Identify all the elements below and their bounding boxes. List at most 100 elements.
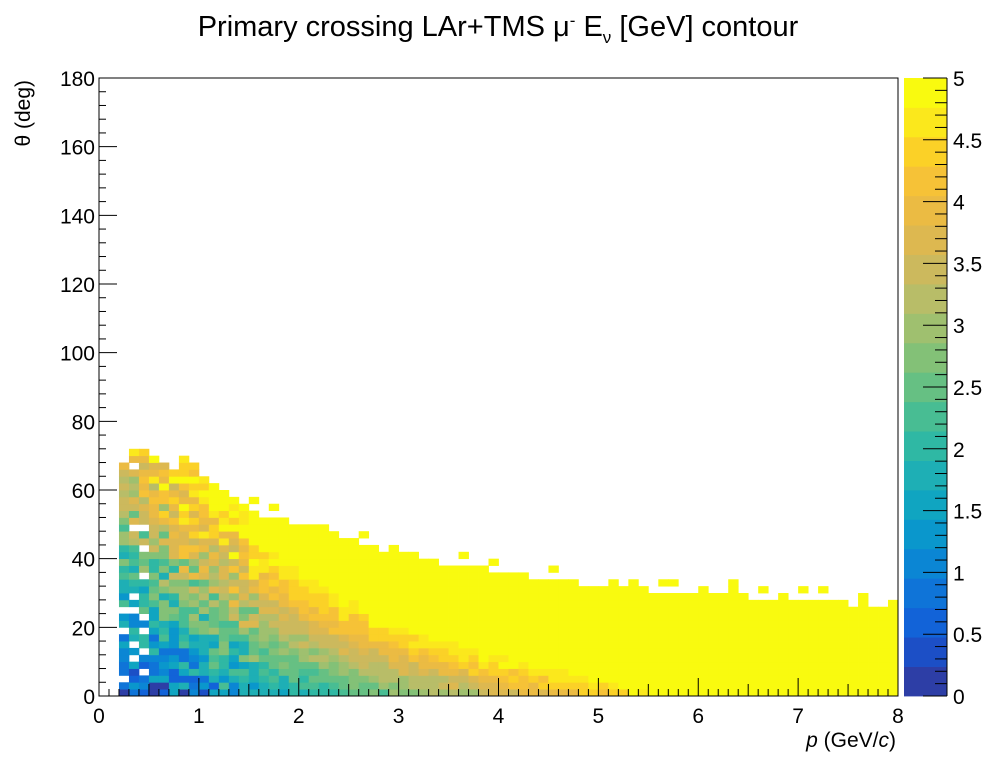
heatmap-bin	[858, 668, 869, 676]
heatmap-bin	[228, 606, 240, 614]
heatmap-bin	[358, 682, 370, 690]
heatmap-bin	[118, 661, 130, 669]
heatmap-bin	[178, 469, 190, 477]
heatmap-bin	[818, 661, 829, 669]
x-tick-label: 0	[93, 705, 105, 728]
heatmap-bin	[268, 606, 280, 614]
heatmap-bin	[408, 641, 419, 649]
heatmap-bin	[308, 641, 320, 649]
heatmap-bin	[638, 586, 649, 594]
heatmap-bin	[708, 647, 719, 656]
heatmap-bin	[118, 599, 130, 608]
heatmap-bin	[148, 517, 160, 525]
heatmap-bin	[178, 544, 190, 553]
heatmap-bin	[568, 647, 579, 656]
heatmap-bin	[278, 641, 290, 649]
heatmap-bin	[208, 661, 220, 669]
heatmap-bin	[418, 661, 429, 669]
heatmap-bin	[478, 599, 489, 608]
heatmap-bin	[388, 641, 400, 649]
heatmap-bin	[248, 593, 260, 601]
heatmap-bin	[258, 675, 270, 683]
colorbar-tick-label: 2.5	[953, 377, 982, 400]
heatmap-bin	[288, 682, 300, 690]
heatmap-bin	[708, 682, 719, 690]
heatmap-bin	[688, 647, 699, 656]
heatmap-bin	[248, 551, 260, 560]
heatmap-bin	[618, 593, 629, 601]
heatmap-bin	[198, 483, 210, 491]
heatmap-bin	[368, 634, 380, 642]
heatmap-bin	[738, 599, 749, 608]
heatmap-bin	[538, 579, 549, 587]
heatmap-bin	[388, 579, 400, 587]
heatmap-bin	[388, 544, 400, 553]
heatmap-bin	[208, 531, 220, 539]
heatmap-bin	[198, 476, 210, 484]
heatmap-bin	[538, 586, 549, 594]
heatmap-bin	[508, 689, 519, 697]
x-tick-label: 2	[293, 705, 305, 728]
heatmap-bin	[388, 654, 400, 663]
heatmap-bin	[808, 634, 819, 642]
heatmap-bin	[348, 668, 360, 676]
heatmap-bin	[728, 647, 739, 656]
heatmap-bin	[308, 593, 320, 601]
heatmap-bin	[248, 647, 260, 656]
heatmap-bin	[858, 647, 869, 656]
heatmap-bin	[328, 586, 340, 594]
heatmap-bin	[188, 496, 200, 505]
heatmap-bin	[468, 606, 479, 614]
heatmap-bin	[398, 668, 410, 676]
heatmap-bin	[378, 689, 390, 697]
heatmap-bin	[538, 599, 549, 608]
heatmap-bin	[328, 558, 340, 566]
heatmap-bin	[668, 599, 679, 608]
heatmap-bin	[228, 675, 240, 683]
heatmap-bin	[368, 558, 380, 566]
x-tick-label: 8	[892, 705, 904, 728]
heatmap-bin	[188, 586, 200, 594]
heatmap-bin	[618, 675, 629, 683]
heatmap-bin	[758, 668, 769, 676]
heatmap-bin	[308, 682, 320, 690]
heatmap-bin	[488, 654, 499, 663]
heatmap-bin	[408, 620, 419, 628]
heatmap-bin	[608, 627, 619, 635]
heatmap-bin	[128, 668, 140, 676]
heatmap-bin	[728, 586, 739, 594]
heatmap-bin	[728, 613, 739, 621]
heatmap-bin	[758, 620, 769, 628]
heatmap-bin	[538, 606, 549, 614]
heatmap-bin	[348, 551, 360, 560]
heatmap-bin	[378, 586, 390, 594]
heatmap-bin	[558, 675, 569, 683]
heatmap-bin	[438, 647, 449, 656]
heatmap-bin	[428, 682, 439, 690]
heatmap-bin	[408, 682, 419, 690]
heatmap-bin	[798, 586, 809, 594]
heatmap-bin	[598, 654, 609, 663]
heatmap-bin	[228, 496, 240, 505]
heatmap-bin	[218, 544, 230, 553]
heatmap-bin	[628, 668, 639, 676]
heatmap-bin	[818, 634, 829, 642]
heatmap-bin	[408, 668, 419, 676]
heatmap-bin	[598, 689, 609, 697]
heatmap-bin	[238, 654, 250, 663]
heatmap-bin	[188, 531, 200, 539]
heatmap-bin	[168, 503, 180, 511]
heatmap-bin	[468, 661, 479, 669]
heatmap-bin	[248, 634, 260, 642]
heatmap-bin	[158, 586, 170, 594]
heatmap-bin	[168, 586, 180, 594]
heatmap-bin	[208, 593, 220, 601]
heatmap-bin	[598, 634, 609, 642]
heatmap-bin	[528, 620, 539, 628]
heatmap-bin	[438, 641, 449, 649]
heatmap-bin	[458, 593, 469, 601]
heatmap-bin	[478, 682, 489, 690]
heatmap-bin	[288, 524, 300, 532]
heatmap-bin	[868, 620, 879, 628]
heatmap-bin	[328, 579, 340, 587]
